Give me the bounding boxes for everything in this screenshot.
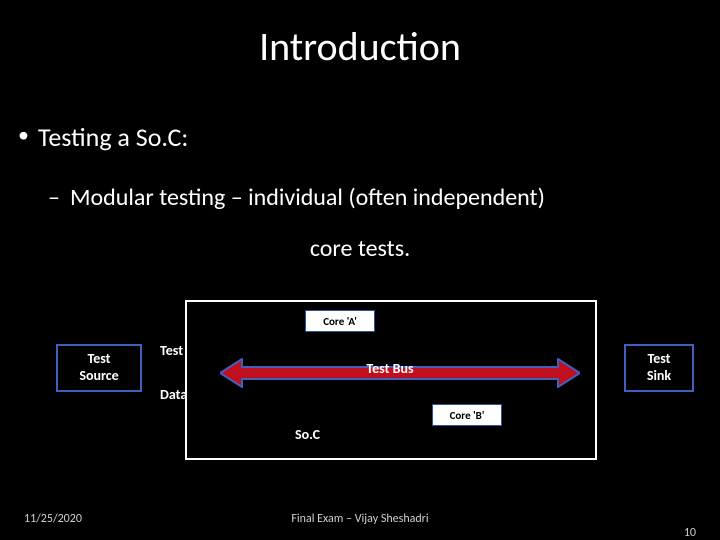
test-source-line-2: Source xyxy=(58,368,140,385)
test-source-line-1: Test xyxy=(58,351,140,368)
slide-title: Introduction xyxy=(0,0,720,71)
soc-diagram: Core 'A' Core 'B' Test Source Test Sink … xyxy=(0,300,720,480)
footer-page-number: 10 xyxy=(684,526,696,540)
mid-label-data: Data xyxy=(160,386,220,403)
test-sink-line-2: Sink xyxy=(626,368,692,385)
bullet-level-1: Testing a So.C: xyxy=(0,71,720,153)
bullet-level-2-line-1: Modular testing – individual (often inde… xyxy=(0,153,720,212)
footer-center: Final Exam – Vijay Sheshadri xyxy=(0,512,720,526)
test-bus-label: Test Bus xyxy=(330,360,450,377)
bullet-level-2-line-2: core tests. xyxy=(0,212,720,263)
slide-footer: 11/25/2020 Final Exam – Vijay Sheshadri … xyxy=(0,512,720,526)
footer-date: 11/25/2020 xyxy=(24,512,82,526)
core-b-box: Core 'B' xyxy=(432,404,502,426)
test-sink-line-1: Test xyxy=(626,351,692,368)
core-a-box: Core 'A' xyxy=(305,310,375,332)
mid-label-test: Test xyxy=(160,342,220,359)
test-sink-box: Test Sink xyxy=(624,344,694,392)
soc-label: So.C xyxy=(295,426,320,443)
test-source-box: Test Source xyxy=(56,344,142,392)
